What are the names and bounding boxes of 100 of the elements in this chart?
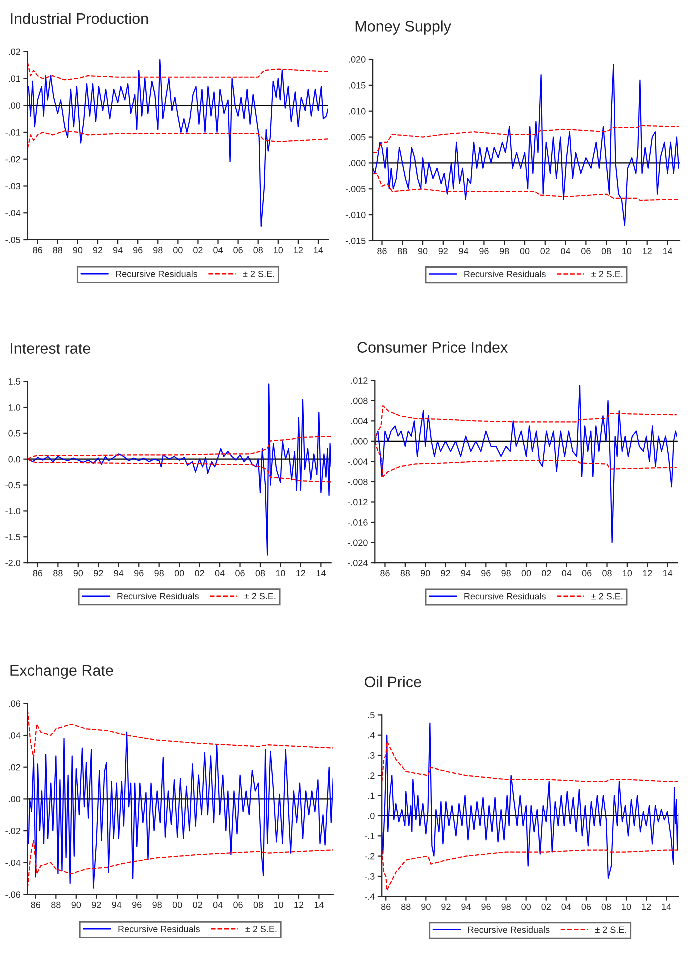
x-tick-label: 94 <box>462 904 471 910</box>
y-tick-label: .04 <box>9 732 21 739</box>
x-tick-label: 10 <box>274 247 284 254</box>
y-tick-label: 1.0 <box>9 404 21 411</box>
x-tick-label: 04 <box>562 570 572 577</box>
y-tick-label: .5 <box>368 712 375 719</box>
x-tick-label: 96 <box>482 904 491 910</box>
x-tick-label: 98 <box>154 570 164 577</box>
x-tick-label: 02 <box>195 570 204 577</box>
chart-title: Consumer Price Index <box>358 342 508 354</box>
x-tick-label: 06 <box>236 570 245 577</box>
y-tick-label: .010 <box>349 108 366 115</box>
x-tick-label: 88 <box>400 570 410 577</box>
y-tick-label: -.05 <box>6 236 21 244</box>
line-series <box>28 130 329 150</box>
x-tick-label: 06 <box>582 248 591 255</box>
x-tick-label: 00 <box>174 247 183 254</box>
y-tick-label: -.2 <box>365 853 375 860</box>
x-tick-label: 86 <box>380 570 390 577</box>
line-series <box>382 722 679 880</box>
x-tick-label: 10 <box>623 570 632 577</box>
x-tick-label: 96 <box>132 902 142 908</box>
x-tick-label: 00 <box>522 570 532 577</box>
x-tick-label: 98 <box>502 904 511 910</box>
y-tick-label: .00 <box>9 796 21 803</box>
x-tick-label: 98 <box>502 570 511 577</box>
y-tick-label: -0.5 <box>6 482 21 489</box>
x-tick-label: 12 <box>294 247 304 254</box>
x-tick-label: 88 <box>52 902 61 908</box>
x-tick-label: 94 <box>114 570 124 577</box>
y-tick-label: .02 <box>9 764 20 771</box>
y-tick-label: .005 <box>349 134 366 141</box>
chart-title: Money Supply <box>356 20 452 35</box>
x-tick-label: 86 <box>33 570 43 577</box>
y-tick-label: -.008 <box>348 478 368 486</box>
line-series <box>28 732 334 889</box>
y-tick-label: .4 <box>368 732 375 739</box>
x-tick-label: 08 <box>254 902 264 908</box>
x-tick-label: 14 <box>663 570 673 577</box>
y-tick-label: -.06 <box>6 892 20 898</box>
x-tick-label: 98 <box>152 902 162 908</box>
x-tick-label: 92 <box>438 248 448 255</box>
x-tick-label: 08 <box>254 247 263 254</box>
x-tick-label: 12 <box>643 570 652 577</box>
x-tick-label: 02 <box>542 904 551 910</box>
x-tick-label: 04 <box>213 902 223 908</box>
x-tick-label: 02 <box>542 570 552 577</box>
x-tick-label: 02 <box>194 247 203 254</box>
y-tick-label: -.04 <box>6 860 21 866</box>
x-tick-label: 10 <box>274 902 284 908</box>
line-series <box>373 173 680 202</box>
x-tick-label: 04 <box>562 904 572 910</box>
x-tick-label: 90 <box>74 570 84 577</box>
x-tick-label: 92 <box>94 570 104 577</box>
y-tick-label: .020 <box>349 56 366 63</box>
x-tick-label: 12 <box>642 904 652 910</box>
x-tick-label: 12 <box>643 248 652 254</box>
y-tick-label: 0.0 <box>8 456 21 463</box>
x-tick-label: 94 <box>113 247 123 254</box>
x-tick-label: 96 <box>482 570 491 577</box>
x-tick-label: 98 <box>500 248 510 255</box>
y-tick-label: 0.5 <box>8 430 21 437</box>
x-tick-label: 12 <box>296 570 306 577</box>
x-tick-label: 14 <box>314 902 324 908</box>
legend-label: Recursive Residuals <box>116 270 198 278</box>
legend-label: ± 2 S.E. <box>244 593 276 600</box>
x-tick-label: 86 <box>31 902 41 908</box>
legend-label: Recursive Residuals <box>464 593 546 600</box>
x-tick-label: 92 <box>93 247 103 254</box>
x-tick-label: 00 <box>522 904 532 910</box>
x-tick-label: 04 <box>561 248 571 255</box>
y-tick-label: .000 <box>351 438 368 445</box>
x-tick-label: 14 <box>662 904 672 910</box>
x-tick-label: 86 <box>381 904 391 910</box>
y-tick-label: -.02 <box>6 828 20 834</box>
y-tick-label: -.024 <box>348 560 368 566</box>
x-tick-label: 12 <box>294 902 304 908</box>
x-tick-label: 90 <box>73 247 83 254</box>
y-tick-label: -1.0 <box>6 508 21 515</box>
x-tick-label: 06 <box>234 902 243 908</box>
y-tick-label: -1.5 <box>6 534 21 540</box>
x-tick-label: 96 <box>133 247 143 254</box>
legend-label: ± 2 S.E. <box>592 271 623 278</box>
x-tick-label: 08 <box>602 570 612 577</box>
y-tick-label: .012 <box>351 378 368 384</box>
x-tick-label: 04 <box>214 247 224 254</box>
line-series <box>373 64 680 226</box>
line-series <box>28 59 329 228</box>
y-tick-label: -.4 <box>365 894 375 900</box>
x-tick-label: 08 <box>602 248 612 255</box>
y-tick-label: -.02 <box>6 156 20 163</box>
x-tick-label: 86 <box>33 247 42 254</box>
chart-title: Exchange Rate <box>10 664 114 680</box>
x-tick-label: 08 <box>256 570 266 577</box>
chart-title: Interest rate <box>11 343 90 354</box>
x-tick-label: 94 <box>461 570 471 577</box>
legend-label: ± 2 S.E. <box>592 593 623 600</box>
x-tick-label: 00 <box>172 902 182 908</box>
chart-title: Oil Price <box>365 676 422 688</box>
x-tick-label: 88 <box>398 248 408 255</box>
